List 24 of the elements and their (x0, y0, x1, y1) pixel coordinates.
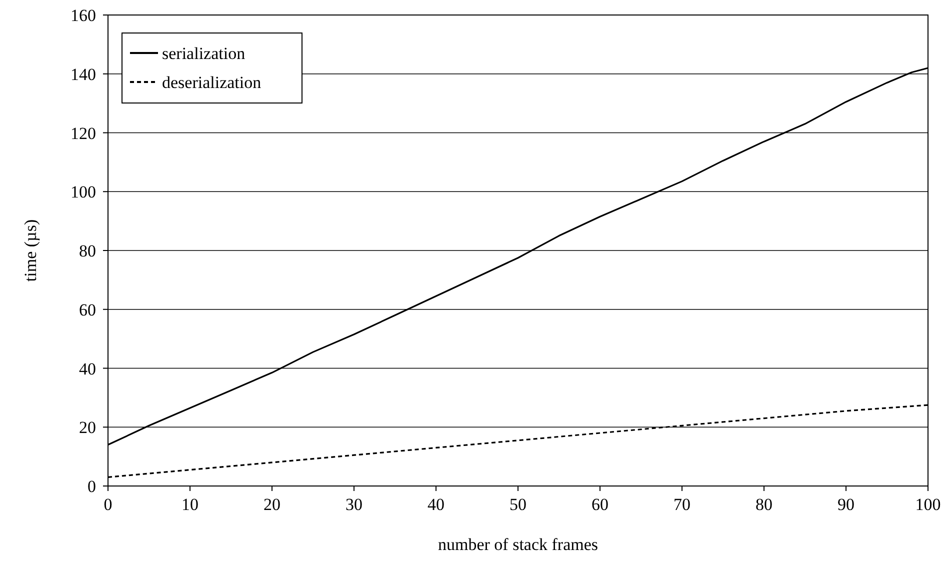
x-tick-label: 0 (104, 495, 112, 514)
y-tick-label: 140 (70, 64, 96, 84)
x-tick-label: 100 (915, 495, 941, 514)
y-tick-label: 20 (79, 418, 96, 438)
x-tick-label: 60 (592, 495, 608, 514)
x-tick-label: 10 (182, 495, 198, 514)
x-tick-label: 20 (264, 495, 280, 514)
y-tick-label: 60 (79, 300, 96, 320)
y-tick-label: 40 (79, 359, 96, 378)
x-tick-label: 80 (756, 495, 772, 514)
y-tick-label: 80 (79, 242, 96, 260)
legend-label: deserialization (162, 73, 262, 92)
x-tick-label: 90 (838, 495, 854, 514)
y-tick-label: 100 (70, 182, 96, 202)
x-tick-label: 50 (510, 495, 526, 514)
y-tick-label: 160 (70, 6, 96, 25)
y-axis-title: time (µs) (21, 219, 40, 282)
x-tick-label: 30 (346, 495, 362, 514)
y-tick-label: 120 (70, 124, 96, 143)
x-axis-title: number of stack frames (438, 535, 598, 554)
legend-label: serialization (162, 44, 246, 63)
x-tick-label: 40 (428, 495, 444, 514)
y-tick-label: 0 (88, 477, 96, 496)
x-tick-label: 70 (674, 495, 690, 514)
